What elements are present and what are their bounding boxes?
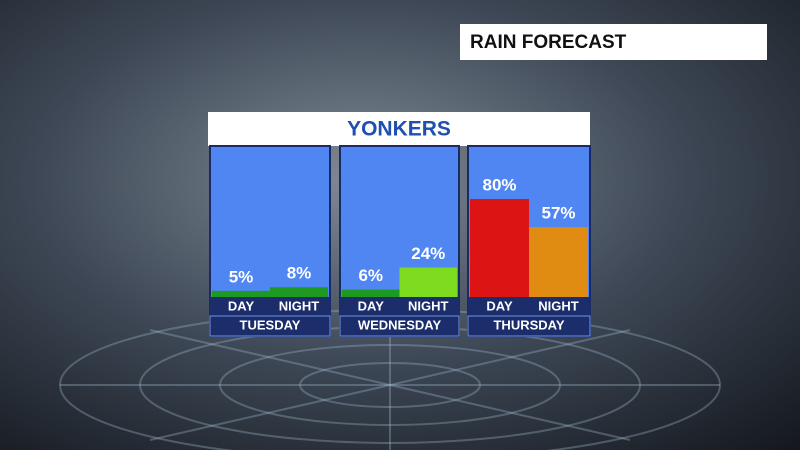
title-box — [460, 24, 767, 60]
value-label: 80% — [482, 175, 516, 194]
chart-title: RAIN FORECAST — [470, 32, 627, 53]
value-label: 6% — [358, 266, 383, 285]
bar — [270, 287, 328, 297]
period-row — [340, 297, 459, 316]
period-row — [468, 297, 590, 316]
bar — [470, 199, 529, 297]
location-box — [208, 112, 590, 146]
bar — [342, 289, 400, 297]
day-row — [209, 315, 331, 337]
period-label: DAY — [358, 298, 385, 313]
value-label: 57% — [541, 204, 575, 223]
day-label: THURSDAY — [493, 317, 564, 332]
radar-decoration — [59, 309, 721, 455]
location-title: YONKERS — [347, 118, 451, 141]
period-label: DAY — [228, 298, 255, 313]
day-label: TUESDAY — [240, 317, 301, 332]
bar — [399, 267, 457, 297]
day-label: WEDNESDAY — [358, 317, 442, 332]
period-label: NIGHT — [538, 298, 579, 313]
period-row — [210, 297, 330, 316]
day-row — [467, 315, 591, 337]
value-label: 8% — [287, 264, 312, 283]
value-label: 24% — [411, 244, 445, 263]
day-row — [339, 315, 460, 337]
period-label: NIGHT — [408, 298, 449, 313]
bar — [212, 290, 270, 297]
bar — [529, 227, 588, 297]
value-label: 5% — [229, 267, 254, 286]
period-label: NIGHT — [279, 298, 320, 313]
period-label: DAY — [486, 298, 513, 313]
